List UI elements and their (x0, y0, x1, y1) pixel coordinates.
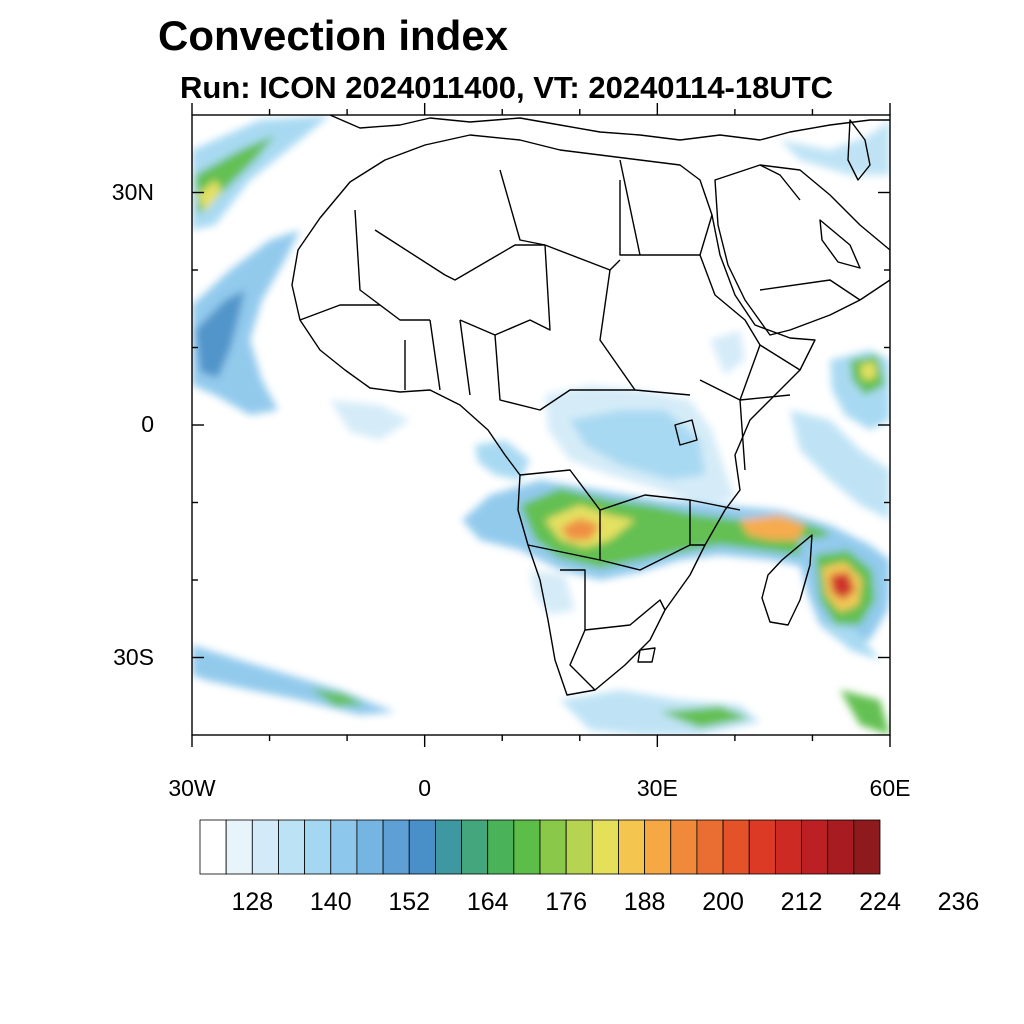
colorbar-box (382, 819, 410, 875)
lon-tick-label: 60E (869, 775, 911, 801)
field-cyclone-core (830, 572, 855, 600)
colorbar-box (199, 819, 227, 875)
border-w (759, 279, 861, 301)
caspian-coastline (847, 119, 871, 181)
colorbar-tick-label: 224 (859, 888, 901, 916)
madagascar-coastline (761, 534, 813, 626)
colorbar-tick-label: 200 (702, 888, 744, 916)
colorbar-box (251, 819, 279, 875)
border-b (374, 229, 545, 281)
field-se (840, 690, 890, 735)
lake-victoria (674, 419, 698, 446)
border-l (599, 544, 705, 571)
colorbar-tick-label: 212 (780, 888, 823, 916)
colorbar-box (722, 819, 750, 875)
colorbar-box (278, 819, 306, 875)
colorbar-box (565, 819, 593, 875)
border-i (494, 334, 635, 411)
border-u (619, 159, 641, 256)
colorbar-box (461, 819, 489, 875)
colorbar-box (644, 819, 672, 875)
colorbar-tick-label: 140 (309, 888, 352, 916)
border-m (560, 569, 666, 631)
boundaries (291, 115, 890, 696)
field-se-light (820, 620, 880, 660)
field-ne-rim (790, 410, 890, 520)
colorbar-tick-label: 164 (466, 888, 509, 916)
border-t (459, 319, 471, 396)
lat-tick-label: 30S (113, 643, 154, 670)
colorbar-box (774, 819, 802, 875)
colorbar-box (356, 819, 384, 875)
chart-title: Convection index (158, 12, 509, 59)
border-a (354, 209, 381, 306)
border-e (459, 244, 551, 336)
convection-field (192, 115, 890, 735)
lat-tick-label: 0 (141, 411, 154, 437)
border-r (429, 319, 441, 391)
field-south-green (660, 706, 750, 728)
border-f (599, 269, 691, 396)
colorbar-box (304, 819, 332, 875)
colorbar-tick-label: 128 (231, 888, 274, 916)
colorbar-box (330, 819, 358, 875)
border-n (569, 629, 596, 691)
field-namibia (530, 570, 575, 615)
border-q (299, 304, 430, 321)
lat-tick-label: 30N (111, 178, 154, 205)
colorbar-box (225, 819, 253, 875)
border-g (699, 254, 761, 471)
border-h (699, 379, 791, 401)
colorbar-tick-label: 152 (388, 888, 431, 916)
field-congo-mid (570, 410, 705, 480)
colorbar-box (408, 819, 436, 875)
border-v (759, 344, 801, 371)
lon-tick-label: 0 (418, 775, 432, 801)
colorbar-box (696, 819, 724, 875)
chart-subtitle: Run: ICON 2024011400, VT: 20240114-18UTC (180, 70, 834, 105)
colorbar-box (827, 819, 855, 875)
field-moz-channel (740, 515, 805, 540)
border-x (759, 164, 801, 201)
border-d (619, 180, 713, 256)
axis-ticks (191, 103, 891, 747)
field-gulf-guinea (330, 400, 410, 440)
lon-tick-label: 30E (636, 775, 678, 801)
colorbar-box (853, 819, 881, 875)
field-ne-hot (860, 362, 876, 380)
colorbar-box (539, 819, 567, 875)
field-belt-orange (560, 518, 600, 540)
field-top-right (780, 120, 890, 175)
field-ethiopia (710, 330, 745, 375)
africa-coastline (291, 134, 816, 696)
colorbar-box (748, 819, 776, 875)
field-nw-atlantic (192, 115, 330, 230)
colorbar-box (591, 819, 619, 875)
colorbar-box (618, 819, 646, 875)
persian-gulf (819, 219, 861, 269)
border-p (637, 647, 656, 663)
colorbar-box (487, 819, 515, 875)
colorbar-box (513, 819, 541, 875)
lon-tick-label: 30W (168, 775, 216, 801)
colorbar-tick-label: 188 (623, 888, 666, 916)
colorbar-box (670, 819, 698, 875)
colorbar-tick-label: 236 (937, 888, 980, 916)
border-j (519, 469, 741, 511)
colorbar-box (434, 819, 462, 875)
field-nw-hot (198, 180, 222, 212)
colorbar-box (801, 819, 829, 875)
field-w-core (195, 290, 245, 378)
colorbar-tick-label: 176 (545, 888, 587, 916)
europe-coastline (329, 115, 890, 141)
field-sw-green (310, 688, 365, 706)
